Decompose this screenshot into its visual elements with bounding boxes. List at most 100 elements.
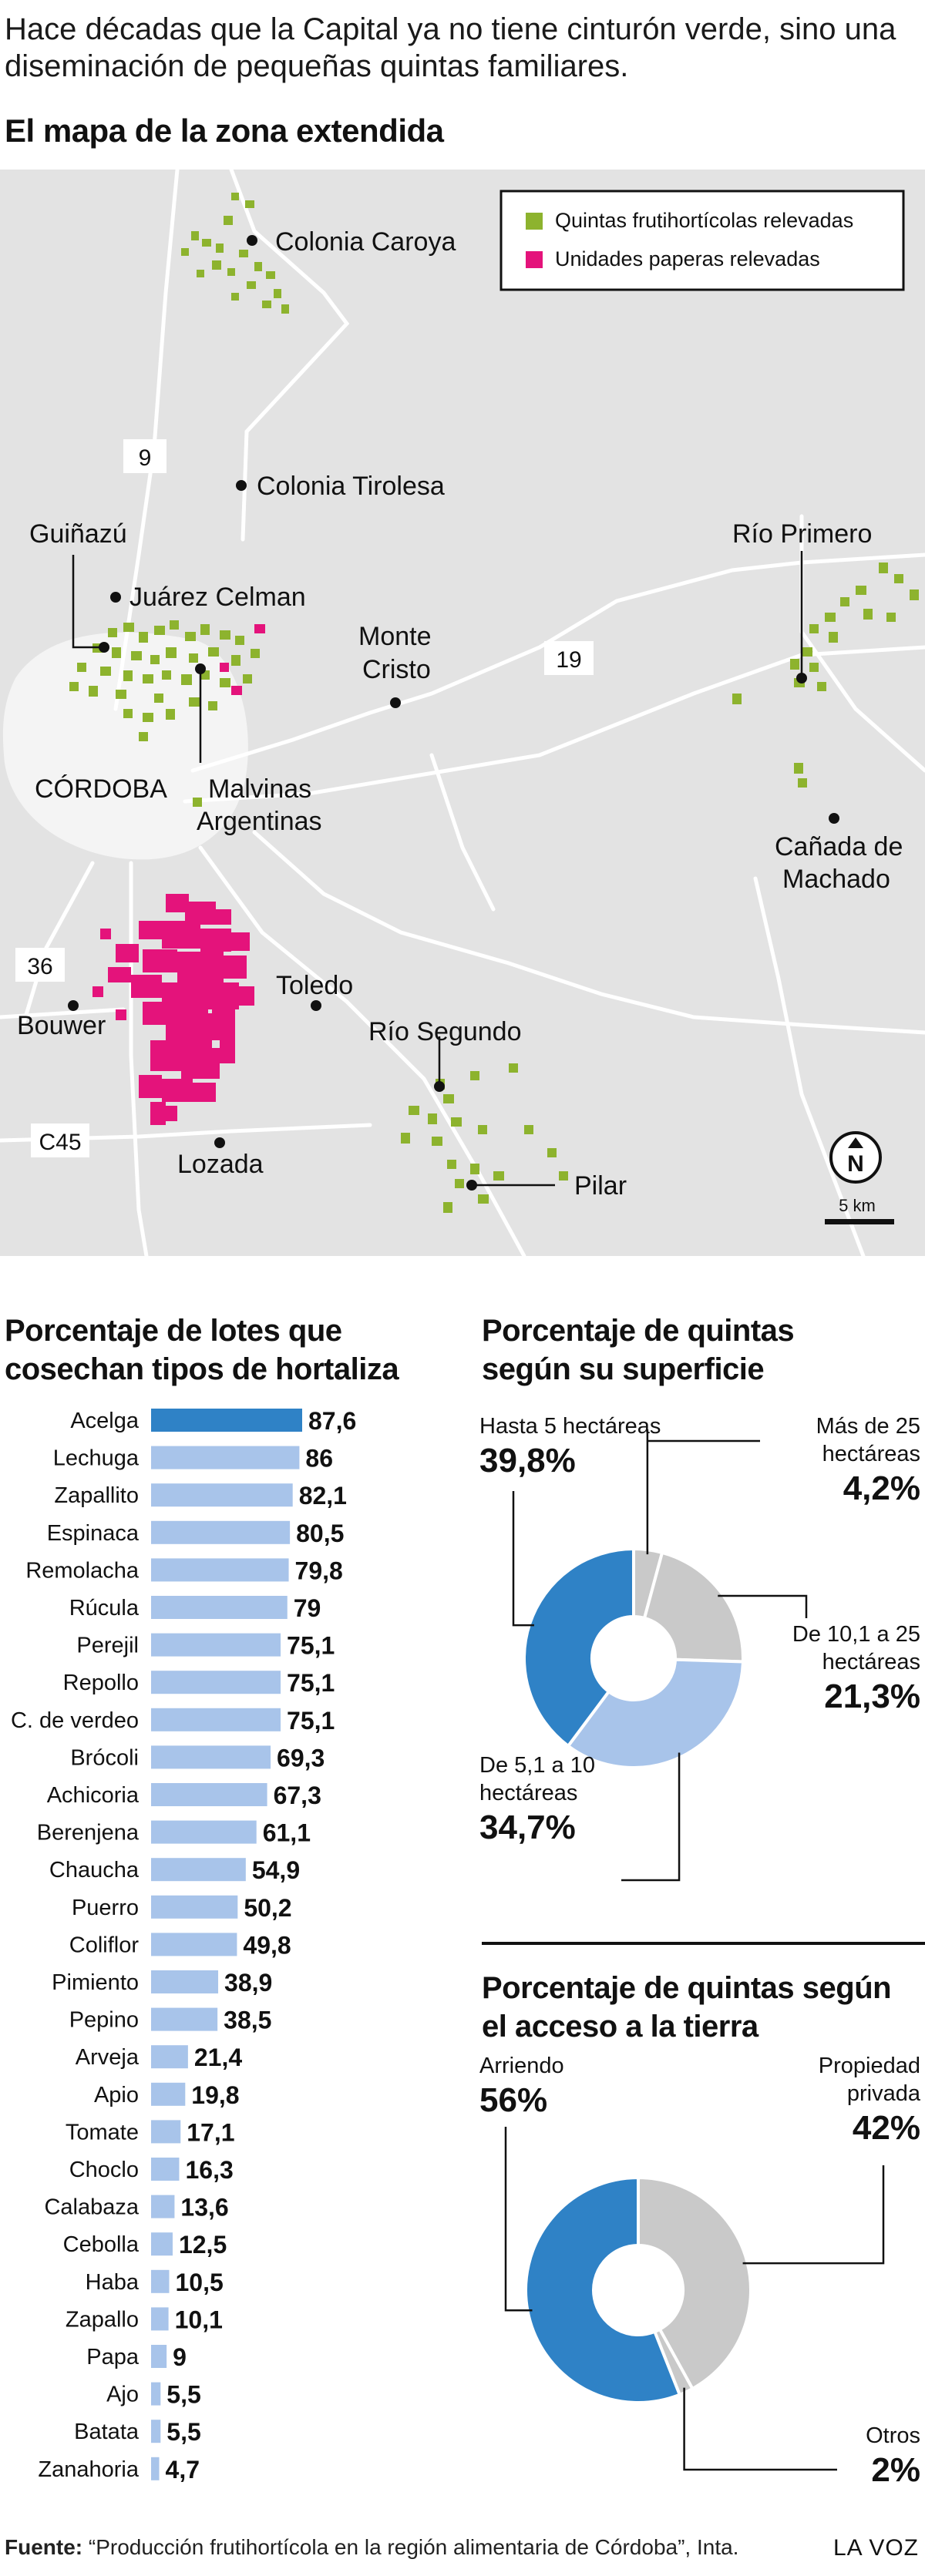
bar-value-label: 86	[305, 1445, 333, 1473]
dot-rio-primero	[796, 673, 807, 683]
bar	[151, 1520, 291, 1544]
bar-category-label: Choclo	[69, 2158, 139, 2182]
donut-slice	[637, 2175, 752, 2391]
bar-category-label: Coliflor	[69, 1933, 140, 1957]
slice-label: hectáreas	[822, 1650, 920, 1674]
slice-label: Arriendo	[479, 2054, 564, 2078]
bar	[151, 2382, 161, 2406]
bar-category-label: Papa	[86, 2345, 140, 2369]
svg-text:C45: C45	[39, 1130, 81, 1155]
bar	[151, 2082, 186, 2106]
donut-slice	[642, 1550, 745, 1664]
bar-category-label: Zapallito	[54, 1483, 139, 1508]
bar-category-label: Repollo	[63, 1671, 139, 1695]
dot-colonia-caroya	[247, 235, 257, 246]
dot-pilar	[466, 1180, 477, 1191]
bar-category-label: Batata	[74, 2420, 140, 2444]
slice-value: 21,3%	[824, 1678, 920, 1715]
bar-category-label: Achicoria	[47, 1783, 140, 1808]
bar	[151, 1783, 267, 1806]
slice-label: De 5,1 a 10	[479, 1753, 595, 1778]
bar-value-label: 75,1	[287, 1632, 335, 1660]
bar-value-label: 82,1	[299, 1482, 347, 1510]
bar-category-label: Tomate	[66, 2120, 139, 2144]
bar-value-label: 49,8	[243, 1931, 291, 1959]
road-shield-9: 9	[123, 439, 166, 473]
bar-category-label: Acelga	[70, 1409, 140, 1433]
bar-category-label: Perejil	[76, 1634, 139, 1658]
bar	[151, 1446, 300, 1469]
bar	[151, 1671, 281, 1694]
map-legend: Quintas frutihortícolas relevadas Unidad…	[500, 190, 905, 291]
bar	[151, 2158, 180, 2181]
label-monte-cristo-2: Cristo	[362, 655, 431, 684]
bar	[151, 1596, 288, 1619]
road-shield-36: 36	[15, 948, 65, 982]
bar-category-label: Ajo	[106, 2383, 139, 2407]
dot-juarez-celman	[110, 592, 121, 603]
bar	[151, 2045, 188, 2069]
dot-rio-segundo	[434, 1081, 445, 1092]
bar-value-label: 17,1	[187, 2118, 234, 2146]
bar-category-label: Espinaca	[47, 1521, 140, 1546]
bar	[151, 1895, 238, 1919]
bar	[151, 1820, 257, 1844]
bar	[151, 1633, 281, 1657]
bar-value-label: 79	[294, 1594, 321, 1622]
bar	[151, 2269, 170, 2293]
bar-value-label: 75,1	[287, 1707, 335, 1735]
bar-category-label: Zanahoria	[38, 2457, 139, 2482]
bar-category-label: Rúcula	[69, 1596, 140, 1620]
dot-bouwer	[68, 1000, 79, 1011]
label-colonia-caroya: Colonia Caroya	[275, 227, 456, 257]
bar-value-label: 10,5	[175, 2269, 223, 2296]
label-bouwer: Bouwer	[17, 1011, 106, 1040]
slice-value: 56%	[479, 2081, 547, 2119]
label-canada-2: Machado	[782, 865, 890, 894]
vegetables-bar-chart: Acelga 87,6 Lechuga 86 Zapallito 82,1 Espinaca…	[11, 1407, 356, 2484]
donut-slice	[523, 1547, 635, 1748]
bar	[151, 2345, 167, 2368]
svg-text:N: N	[847, 1151, 864, 1177]
bar-value-label: 80,5	[296, 1520, 344, 1547]
bar	[151, 2420, 161, 2443]
bar	[151, 1858, 246, 1882]
label-monte-cristo-1: Monte	[358, 622, 432, 651]
bar-category-label: Chaucha	[49, 1858, 140, 1882]
north-arrow-icon: N	[829, 1131, 882, 1184]
dot-colonia-tirolesa	[236, 480, 247, 491]
road-shield-c45: C45	[31, 1123, 89, 1157]
bar	[151, 2007, 218, 2031]
bar-value-label: 79,8	[295, 1557, 343, 1584]
leader-guinazu	[72, 555, 104, 649]
bar-category-label: Calabaza	[44, 2195, 139, 2220]
bar-value-label: 16,3	[185, 2156, 233, 2184]
dot-lozada	[214, 1137, 225, 1148]
bar-value-label: 13,6	[180, 2194, 228, 2222]
bar-value-label: 5,5	[166, 2381, 200, 2409]
surface-title: Porcentaje de quintas según su superficie	[482, 1314, 795, 1386]
scale-label: 5 km	[839, 1196, 876, 1215]
bar-category-label: Lechuga	[53, 1446, 140, 1471]
bar-value-label: 54,9	[252, 1856, 300, 1884]
slice-label: Otros	[866, 2423, 920, 2448]
slice-label: De 10,1 a 25	[792, 1622, 920, 1647]
slice-label: hectáreas	[822, 1442, 920, 1466]
bar	[151, 1483, 293, 1507]
label-juarez-celman: Juárez Celman	[130, 583, 306, 612]
leader-line	[683, 2387, 837, 2471]
slice-label: privada	[847, 2081, 921, 2106]
slice-value: 34,7%	[479, 1809, 576, 1846]
label-rio-segundo: Río Segundo	[368, 1017, 522, 1046]
dot-malvinas	[195, 663, 206, 674]
label-guinazu: Guiñazú	[29, 519, 127, 549]
bar	[151, 2232, 173, 2256]
legend-swatch-magenta	[526, 251, 543, 268]
label-pilar: Pilar	[574, 1171, 627, 1201]
dot-canada	[829, 813, 839, 824]
dot-guinazu	[99, 642, 109, 653]
bar-category-label: Puerro	[72, 1896, 139, 1920]
bar	[151, 1409, 302, 1432]
bar-category-label: Remolacha	[25, 1558, 140, 1583]
bar	[151, 1933, 237, 1956]
